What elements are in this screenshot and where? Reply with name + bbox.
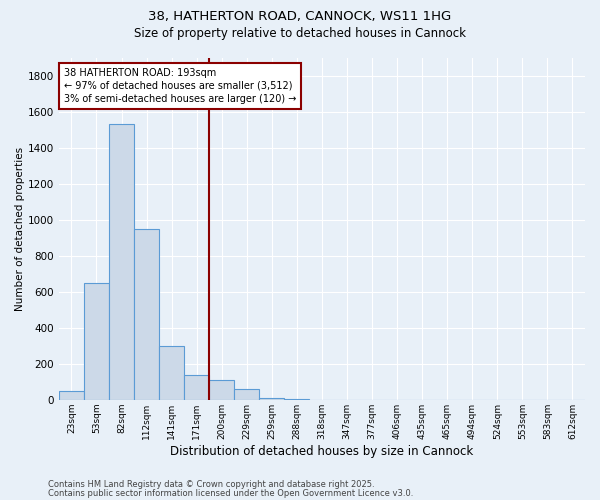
Bar: [59, 391, 84, 400]
Bar: [159, 346, 184, 400]
Text: Contains HM Land Registry data © Crown copyright and database right 2025.: Contains HM Land Registry data © Crown c…: [48, 480, 374, 489]
Bar: [184, 374, 209, 400]
Text: 38, HATHERTON ROAD, CANNOCK, WS11 1HG: 38, HATHERTON ROAD, CANNOCK, WS11 1HG: [148, 10, 452, 23]
Bar: [109, 124, 134, 400]
Text: 38 HATHERTON ROAD: 193sqm
← 97% of detached houses are smaller (3,512)
3% of sem: 38 HATHERTON ROAD: 193sqm ← 97% of detac…: [64, 68, 296, 104]
Bar: [209, 380, 234, 400]
X-axis label: Distribution of detached houses by size in Cannock: Distribution of detached houses by size …: [170, 444, 473, 458]
Bar: [134, 228, 159, 400]
Bar: [84, 282, 109, 400]
Y-axis label: Number of detached properties: Number of detached properties: [15, 146, 25, 310]
Text: Size of property relative to detached houses in Cannock: Size of property relative to detached ho…: [134, 28, 466, 40]
Bar: [259, 398, 284, 400]
Text: Contains public sector information licensed under the Open Government Licence v3: Contains public sector information licen…: [48, 489, 413, 498]
Bar: [234, 389, 259, 400]
